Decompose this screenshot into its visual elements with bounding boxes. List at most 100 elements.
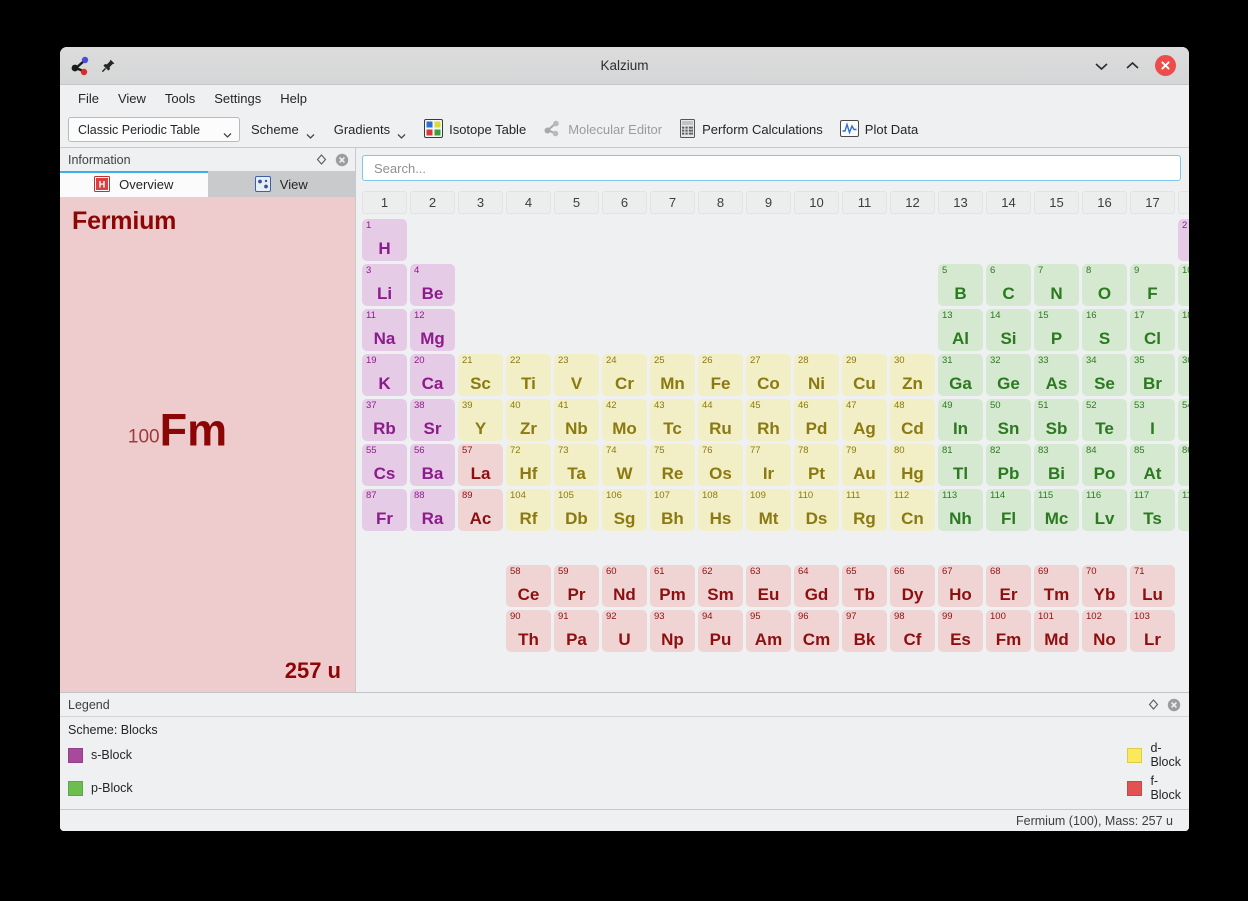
element-cell-Lv[interactable]: 116 Lv xyxy=(1082,489,1127,531)
element-cell-Ca[interactable]: 20 Ca xyxy=(410,354,455,396)
group-header-15[interactable]: 15 xyxy=(1034,191,1079,214)
element-cell-Ta[interactable]: 73 Ta xyxy=(554,444,599,486)
element-cell-La[interactable]: 57 La xyxy=(458,444,503,486)
element-cell-Sb[interactable]: 51 Sb xyxy=(1034,399,1079,441)
element-cell-Be[interactable]: 4 Be xyxy=(410,264,455,306)
element-cell-Na[interactable]: 11 Na xyxy=(362,309,407,351)
element-cell-Sr[interactable]: 38 Sr xyxy=(410,399,455,441)
perform-calculations-button[interactable]: Perform Calculations xyxy=(672,117,830,143)
element-cell-Po[interactable]: 84 Po xyxy=(1082,444,1127,486)
menu-file[interactable]: File xyxy=(78,91,99,106)
element-cell-Se[interactable]: 34 Se xyxy=(1082,354,1127,396)
pin-icon[interactable] xyxy=(101,58,116,73)
group-header-17[interactable]: 17 xyxy=(1130,191,1175,214)
element-cell-Rh[interactable]: 45 Rh xyxy=(746,399,791,441)
element-cell-Og[interactable]: 118 Og xyxy=(1178,489,1189,531)
group-header-9[interactable]: 9 xyxy=(746,191,791,214)
element-cell-Ds[interactable]: 110 Ds xyxy=(794,489,839,531)
gradients-menu-button[interactable]: Gradients xyxy=(326,117,414,142)
element-cell-Ge[interactable]: 32 Ge xyxy=(986,354,1031,396)
group-header-18[interactable]: 18 xyxy=(1178,191,1189,214)
element-cell-Hg[interactable]: 80 Hg xyxy=(890,444,935,486)
element-cell-Ni[interactable]: 28 Ni xyxy=(794,354,839,396)
element-cell-Pu[interactable]: 94 Pu xyxy=(698,610,743,652)
element-cell-Cs[interactable]: 55 Cs xyxy=(362,444,407,486)
element-cell-Th[interactable]: 90 Th xyxy=(506,610,551,652)
group-header-11[interactable]: 11 xyxy=(842,191,887,214)
element-cell-Sc[interactable]: 21 Sc xyxy=(458,354,503,396)
element-cell-Br[interactable]: 35 Br xyxy=(1130,354,1175,396)
element-cell-Ba[interactable]: 56 Ba xyxy=(410,444,455,486)
element-cell-Rf[interactable]: 104 Rf xyxy=(506,489,551,531)
element-cell-Eu[interactable]: 63 Eu xyxy=(746,565,791,607)
element-cell-Lr[interactable]: 103 Lr xyxy=(1130,610,1175,652)
element-cell-Dy[interactable]: 66 Dy xyxy=(890,565,935,607)
element-cell-Sm[interactable]: 62 Sm xyxy=(698,565,743,607)
tab-view[interactable]: View xyxy=(207,171,355,197)
group-header-10[interactable]: 10 xyxy=(794,191,839,214)
scheme-menu-button[interactable]: Scheme xyxy=(243,117,323,142)
element-cell-Ru[interactable]: 44 Ru xyxy=(698,399,743,441)
element-cell-Bi[interactable]: 83 Bi xyxy=(1034,444,1079,486)
element-cell-At[interactable]: 85 At xyxy=(1130,444,1175,486)
element-cell-U[interactable]: 92 U xyxy=(602,610,647,652)
tab-overview[interactable]: H Overview xyxy=(60,171,208,197)
element-cell-Pa[interactable]: 91 Pa xyxy=(554,610,599,652)
element-cell-Rg[interactable]: 111 Rg xyxy=(842,489,887,531)
plot-data-button[interactable]: Plot Data xyxy=(833,117,925,143)
dock-close-icon[interactable] xyxy=(334,152,349,167)
element-cell-Db[interactable]: 105 Db xyxy=(554,489,599,531)
element-cell-Bk[interactable]: 97 Bk xyxy=(842,610,887,652)
search-box[interactable] xyxy=(362,155,1181,181)
element-cell-Te[interactable]: 52 Te xyxy=(1082,399,1127,441)
element-cell-K[interactable]: 19 K xyxy=(362,354,407,396)
element-cell-Ho[interactable]: 67 Ho xyxy=(938,565,983,607)
group-header-5[interactable]: 5 xyxy=(554,191,599,214)
element-cell-Tm[interactable]: 69 Tm xyxy=(1034,565,1079,607)
element-cell-Sg[interactable]: 106 Sg xyxy=(602,489,647,531)
element-cell-Md[interactable]: 101 Md xyxy=(1034,610,1079,652)
group-header-6[interactable]: 6 xyxy=(602,191,647,214)
legend-close-icon[interactable] xyxy=(1166,697,1181,712)
element-cell-Fr[interactable]: 87 Fr xyxy=(362,489,407,531)
molecular-editor-button[interactable]: Molecular Editor xyxy=(536,117,669,143)
element-cell-Ac[interactable]: 89 Ac xyxy=(458,489,503,531)
element-cell-Mo[interactable]: 42 Mo xyxy=(602,399,647,441)
element-cell-Mn[interactable]: 25 Mn xyxy=(650,354,695,396)
element-cell-Li[interactable]: 3 Li xyxy=(362,264,407,306)
menu-help[interactable]: Help xyxy=(280,91,307,106)
element-cell-Pm[interactable]: 61 Pm xyxy=(650,565,695,607)
element-cell-Pr[interactable]: 59 Pr xyxy=(554,565,599,607)
element-cell-Y[interactable]: 39 Y xyxy=(458,399,503,441)
menu-settings[interactable]: Settings xyxy=(214,91,262,106)
element-cell-Pb[interactable]: 82 Pb xyxy=(986,444,1031,486)
element-cell-W[interactable]: 74 W xyxy=(602,444,647,486)
element-cell-Cf[interactable]: 98 Cf xyxy=(890,610,935,652)
menu-view[interactable]: View xyxy=(117,91,146,106)
element-cell-Bh[interactable]: 107 Bh xyxy=(650,489,695,531)
element-cell-Cl[interactable]: 17 Cl xyxy=(1130,309,1175,351)
element-cell-Pt[interactable]: 78 Pt xyxy=(794,444,839,486)
element-cell-Am[interactable]: 95 Am xyxy=(746,610,791,652)
element-cell-Ga[interactable]: 31 Ga xyxy=(938,354,983,396)
float-icon[interactable] xyxy=(1146,697,1161,712)
element-cell-In[interactable]: 49 In xyxy=(938,399,983,441)
element-cell-I[interactable]: 53 I xyxy=(1130,399,1175,441)
element-cell-Cm[interactable]: 96 Cm xyxy=(794,610,839,652)
element-cell-Ce[interactable]: 58 Ce xyxy=(506,565,551,607)
periodic-table-select[interactable]: Classic Periodic Table xyxy=(68,117,240,142)
element-cell-Gd[interactable]: 64 Gd xyxy=(794,565,839,607)
element-cell-Zr[interactable]: 40 Zr xyxy=(506,399,551,441)
element-cell-Cu[interactable]: 29 Cu xyxy=(842,354,887,396)
group-header-4[interactable]: 4 xyxy=(506,191,551,214)
menu-tools[interactable]: Tools xyxy=(164,91,196,106)
element-cell-Ti[interactable]: 22 Ti xyxy=(506,354,551,396)
group-header-16[interactable]: 16 xyxy=(1082,191,1127,214)
element-cell-Tl[interactable]: 81 Tl xyxy=(938,444,983,486)
group-header-8[interactable]: 8 xyxy=(698,191,743,214)
element-cell-Cr[interactable]: 24 Cr xyxy=(602,354,647,396)
float-icon[interactable] xyxy=(314,152,329,167)
group-header-2[interactable]: 2 xyxy=(410,191,455,214)
